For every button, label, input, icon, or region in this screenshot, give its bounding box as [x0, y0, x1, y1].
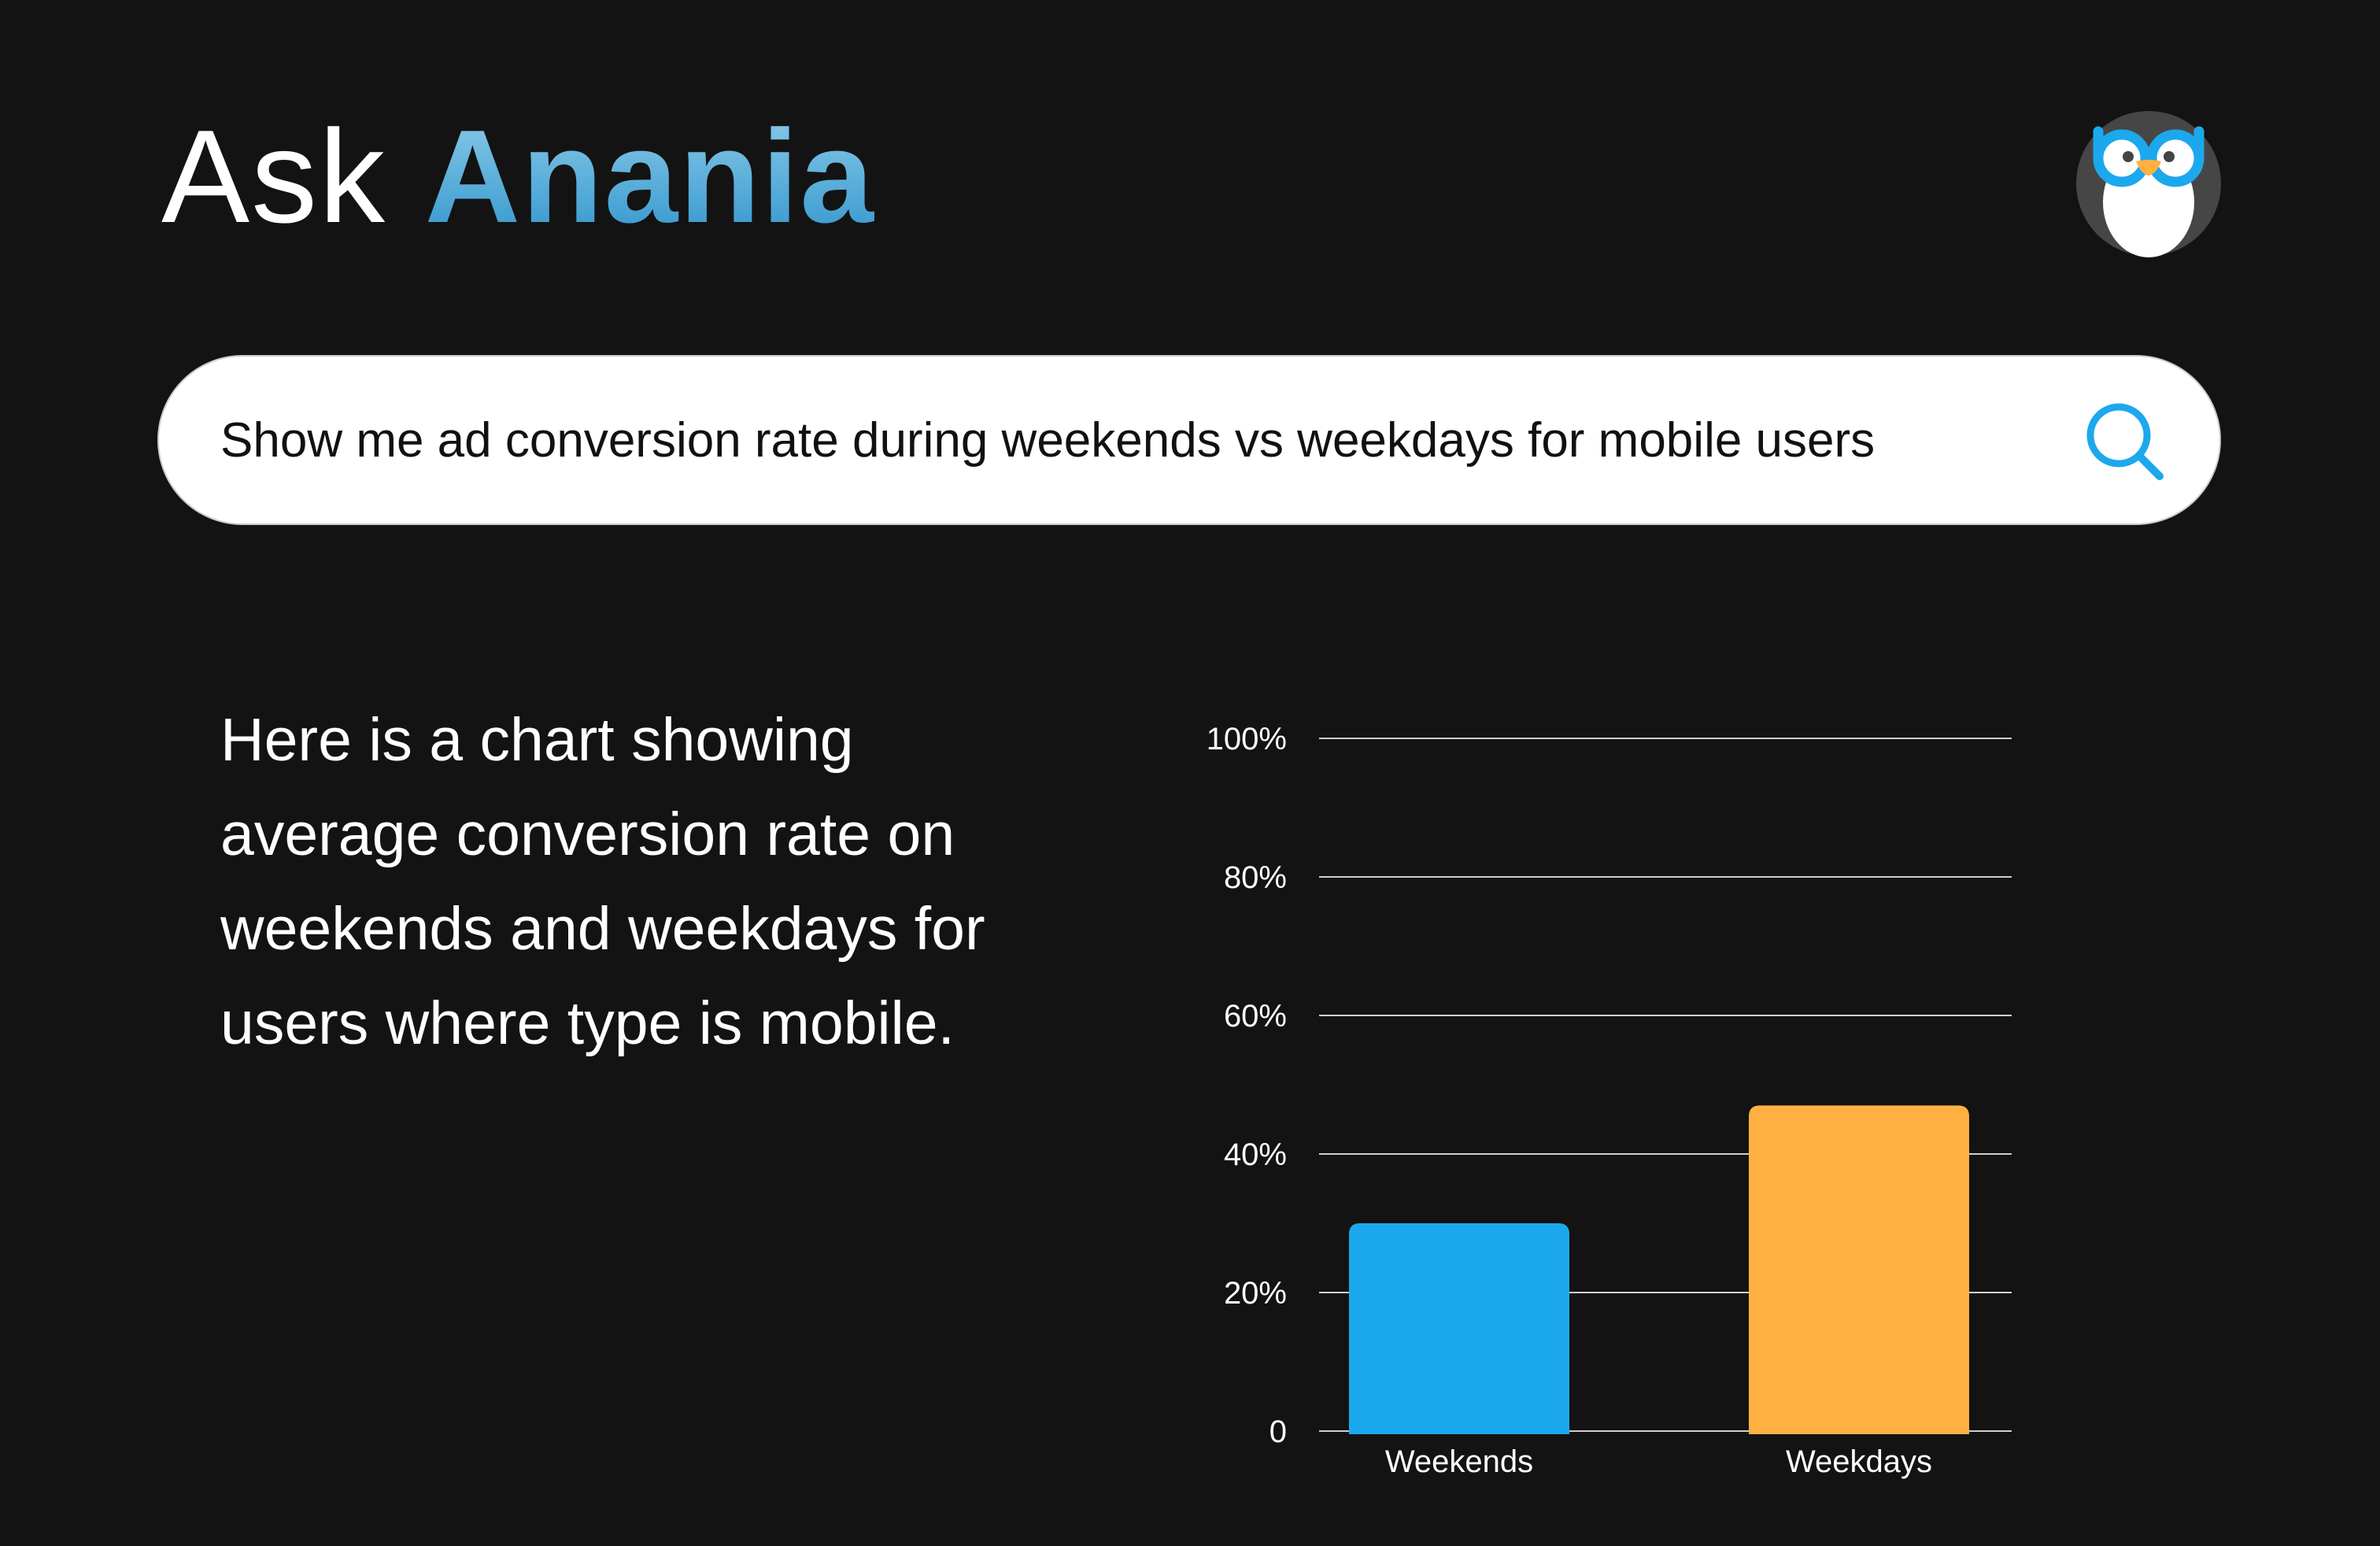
- search-icon[interactable]: [2084, 401, 2166, 483]
- x-tick-label: Weekends: [1385, 1444, 1533, 1479]
- y-tick-label: 80%: [1224, 860, 1287, 895]
- title-prefix: Ask: [161, 102, 387, 250]
- answer-text: Here is a chart showing average conversi…: [220, 706, 985, 1057]
- y-tick-label: 100%: [1207, 722, 1287, 756]
- y-tick-label: 60%: [1224, 999, 1287, 1034]
- title-brand: Anania: [424, 102, 875, 250]
- y-tick-label: 20%: [1224, 1276, 1287, 1311]
- owl-logo-icon: [2076, 111, 2221, 257]
- search-bar[interactable]: [157, 355, 2221, 525]
- app-title: Ask Anania: [161, 110, 875, 242]
- y-tick-label: 40%: [1224, 1137, 1287, 1172]
- search-input[interactable]: [220, 357, 2125, 523]
- x-tick-label: Weekdays: [1786, 1444, 1932, 1479]
- y-tick-label: 0: [1269, 1415, 1287, 1449]
- bar-weekends: [1349, 1223, 1569, 1434]
- bar-weekdays: [1749, 1105, 1969, 1434]
